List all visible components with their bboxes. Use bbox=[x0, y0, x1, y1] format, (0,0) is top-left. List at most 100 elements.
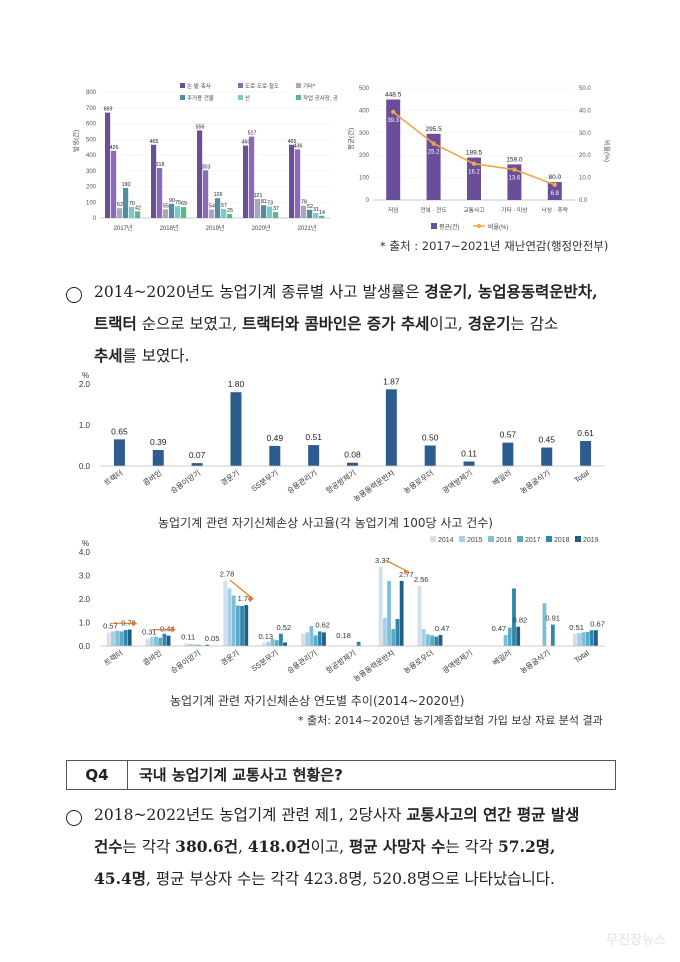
chart1-bar bbox=[319, 215, 325, 218]
chart4-legend-label: 2018 bbox=[554, 537, 570, 544]
chart2-bar bbox=[547, 182, 562, 200]
chart3-value-label: 0.49 bbox=[267, 433, 284, 443]
chart3-value-label: 0.39 bbox=[150, 437, 167, 447]
chart1-axis: 800 700 600 500 400 300 200 100 0 2017년 2018년 2019년… bbox=[86, 90, 330, 232]
chart4-bar bbox=[425, 634, 430, 646]
chart3-category-label: 항공방제기 bbox=[324, 467, 358, 495]
chart4-value-label: 0.47 bbox=[492, 624, 507, 633]
chart3-value-label: 0.50 bbox=[422, 433, 439, 443]
chart2-legend: 평균(건) 비율(%) bbox=[431, 223, 508, 231]
chart4-bar bbox=[283, 642, 288, 646]
chart4-bar bbox=[589, 630, 594, 646]
chart2-legend-label: 평균(건) bbox=[439, 223, 460, 231]
chart3-value-label: 0.11 bbox=[461, 448, 477, 458]
chart3-category-label: 농용로우더 bbox=[402, 468, 435, 495]
chart3-value-label: 0.07 bbox=[189, 450, 206, 460]
chart1-bar bbox=[313, 213, 319, 218]
chart1-ylabel: 발생(건) bbox=[71, 130, 80, 152]
chart4-value-label: 0.13 bbox=[259, 632, 274, 641]
chart1-legend-swatch bbox=[238, 95, 243, 100]
chart2-category-label: 낙상 · 추락 bbox=[542, 206, 569, 214]
chart4-bar bbox=[274, 640, 279, 646]
chart1-bar bbox=[197, 130, 203, 218]
chart1-bar bbox=[151, 144, 157, 218]
chart1-bar bbox=[105, 112, 111, 218]
chart4-legend: 2014 2015 2016 2017 2018 2019 bbox=[430, 536, 599, 544]
chart4-bars: 4.0 3.0 2.0 1.0 0.0 트랙터 콤바인 승용이앙기 경운기 SS분무기 승용관리기 항… bbox=[79, 548, 605, 683]
chart1-category-label: 2021년 bbox=[298, 224, 317, 232]
chart4-value-label: 2.78 bbox=[220, 570, 235, 579]
chart4-bar bbox=[235, 605, 240, 646]
chart4-bar bbox=[317, 631, 322, 646]
chart4-value-label: 1.74 bbox=[238, 594, 253, 603]
trend-arrow-head-icon bbox=[248, 596, 254, 603]
chart3-category-label: 승용이앙기 bbox=[168, 467, 202, 495]
chart4-bar bbox=[309, 626, 314, 646]
chart2-ytick-right: 30.0 bbox=[579, 131, 591, 137]
chart2-ratio-point bbox=[431, 141, 436, 146]
chart4-bar bbox=[106, 632, 111, 646]
paragraph-2: 2018~2022년도 농업기계 관련 제1, 2당사자 교통사고의 연간 평균… bbox=[94, 805, 580, 888]
chart2-ytick-right: 20.0 bbox=[579, 153, 591, 159]
chart1-legend-label: 작업 공사장, 공장 bbox=[303, 94, 338, 102]
chart4-bar bbox=[378, 566, 383, 646]
chart1-bar bbox=[209, 209, 215, 218]
chart4-legend-label: 2019 bbox=[583, 537, 599, 544]
chart3-caption: 농업기계 관련 자기신체손상 사고율(각 농업기계 100당 사고 건수) bbox=[158, 516, 493, 530]
chart1-bar bbox=[273, 212, 279, 218]
chart1-bar bbox=[181, 207, 187, 218]
chart1-ytick: 0 bbox=[93, 216, 97, 222]
chart4-value-label: 0.51 bbox=[569, 623, 584, 632]
chart1-bar bbox=[169, 203, 175, 218]
chart4-legend-label: 2017 bbox=[525, 537, 541, 544]
chart1-value-label: 42 bbox=[135, 205, 141, 211]
chart1-value-label: 126 bbox=[214, 192, 223, 198]
chart1-value-label: 318 bbox=[156, 162, 165, 168]
chart3-category-label: 트랙터 bbox=[102, 467, 125, 487]
chart3-value-label: 0.61 bbox=[577, 428, 594, 438]
chart1-value-label: 669 bbox=[104, 107, 113, 113]
chart4-bar bbox=[577, 633, 581, 646]
chart4-bar bbox=[356, 641, 361, 646]
chart4-category-label: 트랙터 bbox=[102, 647, 125, 667]
chart1-legend-label: 기타* bbox=[303, 82, 316, 90]
chart2-ratio-label: 16.2 bbox=[468, 170, 480, 176]
chart2-ratio-point bbox=[552, 182, 557, 187]
chart3-bar bbox=[152, 450, 164, 466]
chart1-value-label: 460 bbox=[242, 140, 251, 146]
chart3-bar bbox=[308, 445, 320, 466]
chart4-bar bbox=[149, 637, 154, 646]
chart3-category-label: Total bbox=[573, 468, 591, 485]
chart4-bar bbox=[279, 633, 283, 646]
chart3-value-label: 1.80 bbox=[228, 379, 245, 389]
source-note-2: * 출처: 2014~2020년 농기계종합보험 가입 보상 자료 분석 결과 bbox=[298, 714, 603, 727]
chart1-legend-swatch bbox=[180, 83, 185, 88]
chart4-bar bbox=[550, 624, 555, 646]
chart1-ytick: 400 bbox=[86, 153, 97, 159]
chart4-bar bbox=[417, 585, 422, 646]
yearly-trend-chart: % 2014 2015 2016 2017 2018 2019 4.0 3.0 2.0 1.0 0… bbox=[79, 536, 605, 683]
chart1-bar bbox=[301, 205, 307, 218]
chart4-category-label: Total bbox=[573, 648, 591, 665]
chart4-bar bbox=[158, 637, 163, 646]
chart4-value-label: 0.62 bbox=[315, 620, 330, 629]
chart4-bar bbox=[395, 618, 400, 646]
chart1-bar bbox=[157, 167, 163, 218]
chart4-bar bbox=[197, 644, 201, 646]
chart4-bar bbox=[227, 588, 232, 646]
chart1-ytick: 300 bbox=[86, 169, 97, 175]
chart2-legend-point bbox=[477, 224, 481, 228]
chart3-category-label: SS분무기 bbox=[250, 468, 280, 493]
chart2-ytick-left: 400 bbox=[359, 108, 370, 114]
chart1-bar bbox=[123, 188, 129, 218]
chart4-category-label: 농용로우더 bbox=[402, 648, 435, 675]
chart1-ytick: 700 bbox=[86, 106, 97, 112]
chart4-value-label: 0.47 bbox=[435, 624, 450, 633]
chart1-bar bbox=[175, 206, 181, 218]
chart3-category-label: 콤바인 bbox=[141, 467, 164, 487]
chart3-value-label: 1.87 bbox=[383, 376, 400, 386]
chart3-bar bbox=[463, 461, 475, 466]
chart4-legend-swatch bbox=[488, 536, 494, 542]
chart4-bar bbox=[192, 644, 197, 646]
chart2-category-label: 전복 · 전도 bbox=[420, 206, 447, 214]
